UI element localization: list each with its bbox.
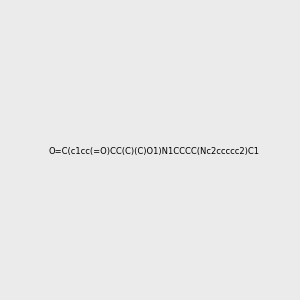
Text: O=C(c1cc(=O)CC(C)(C)O1)N1CCCC(Nc2ccccc2)C1: O=C(c1cc(=O)CC(C)(C)O1)N1CCCC(Nc2ccccc2)… xyxy=(48,147,259,156)
